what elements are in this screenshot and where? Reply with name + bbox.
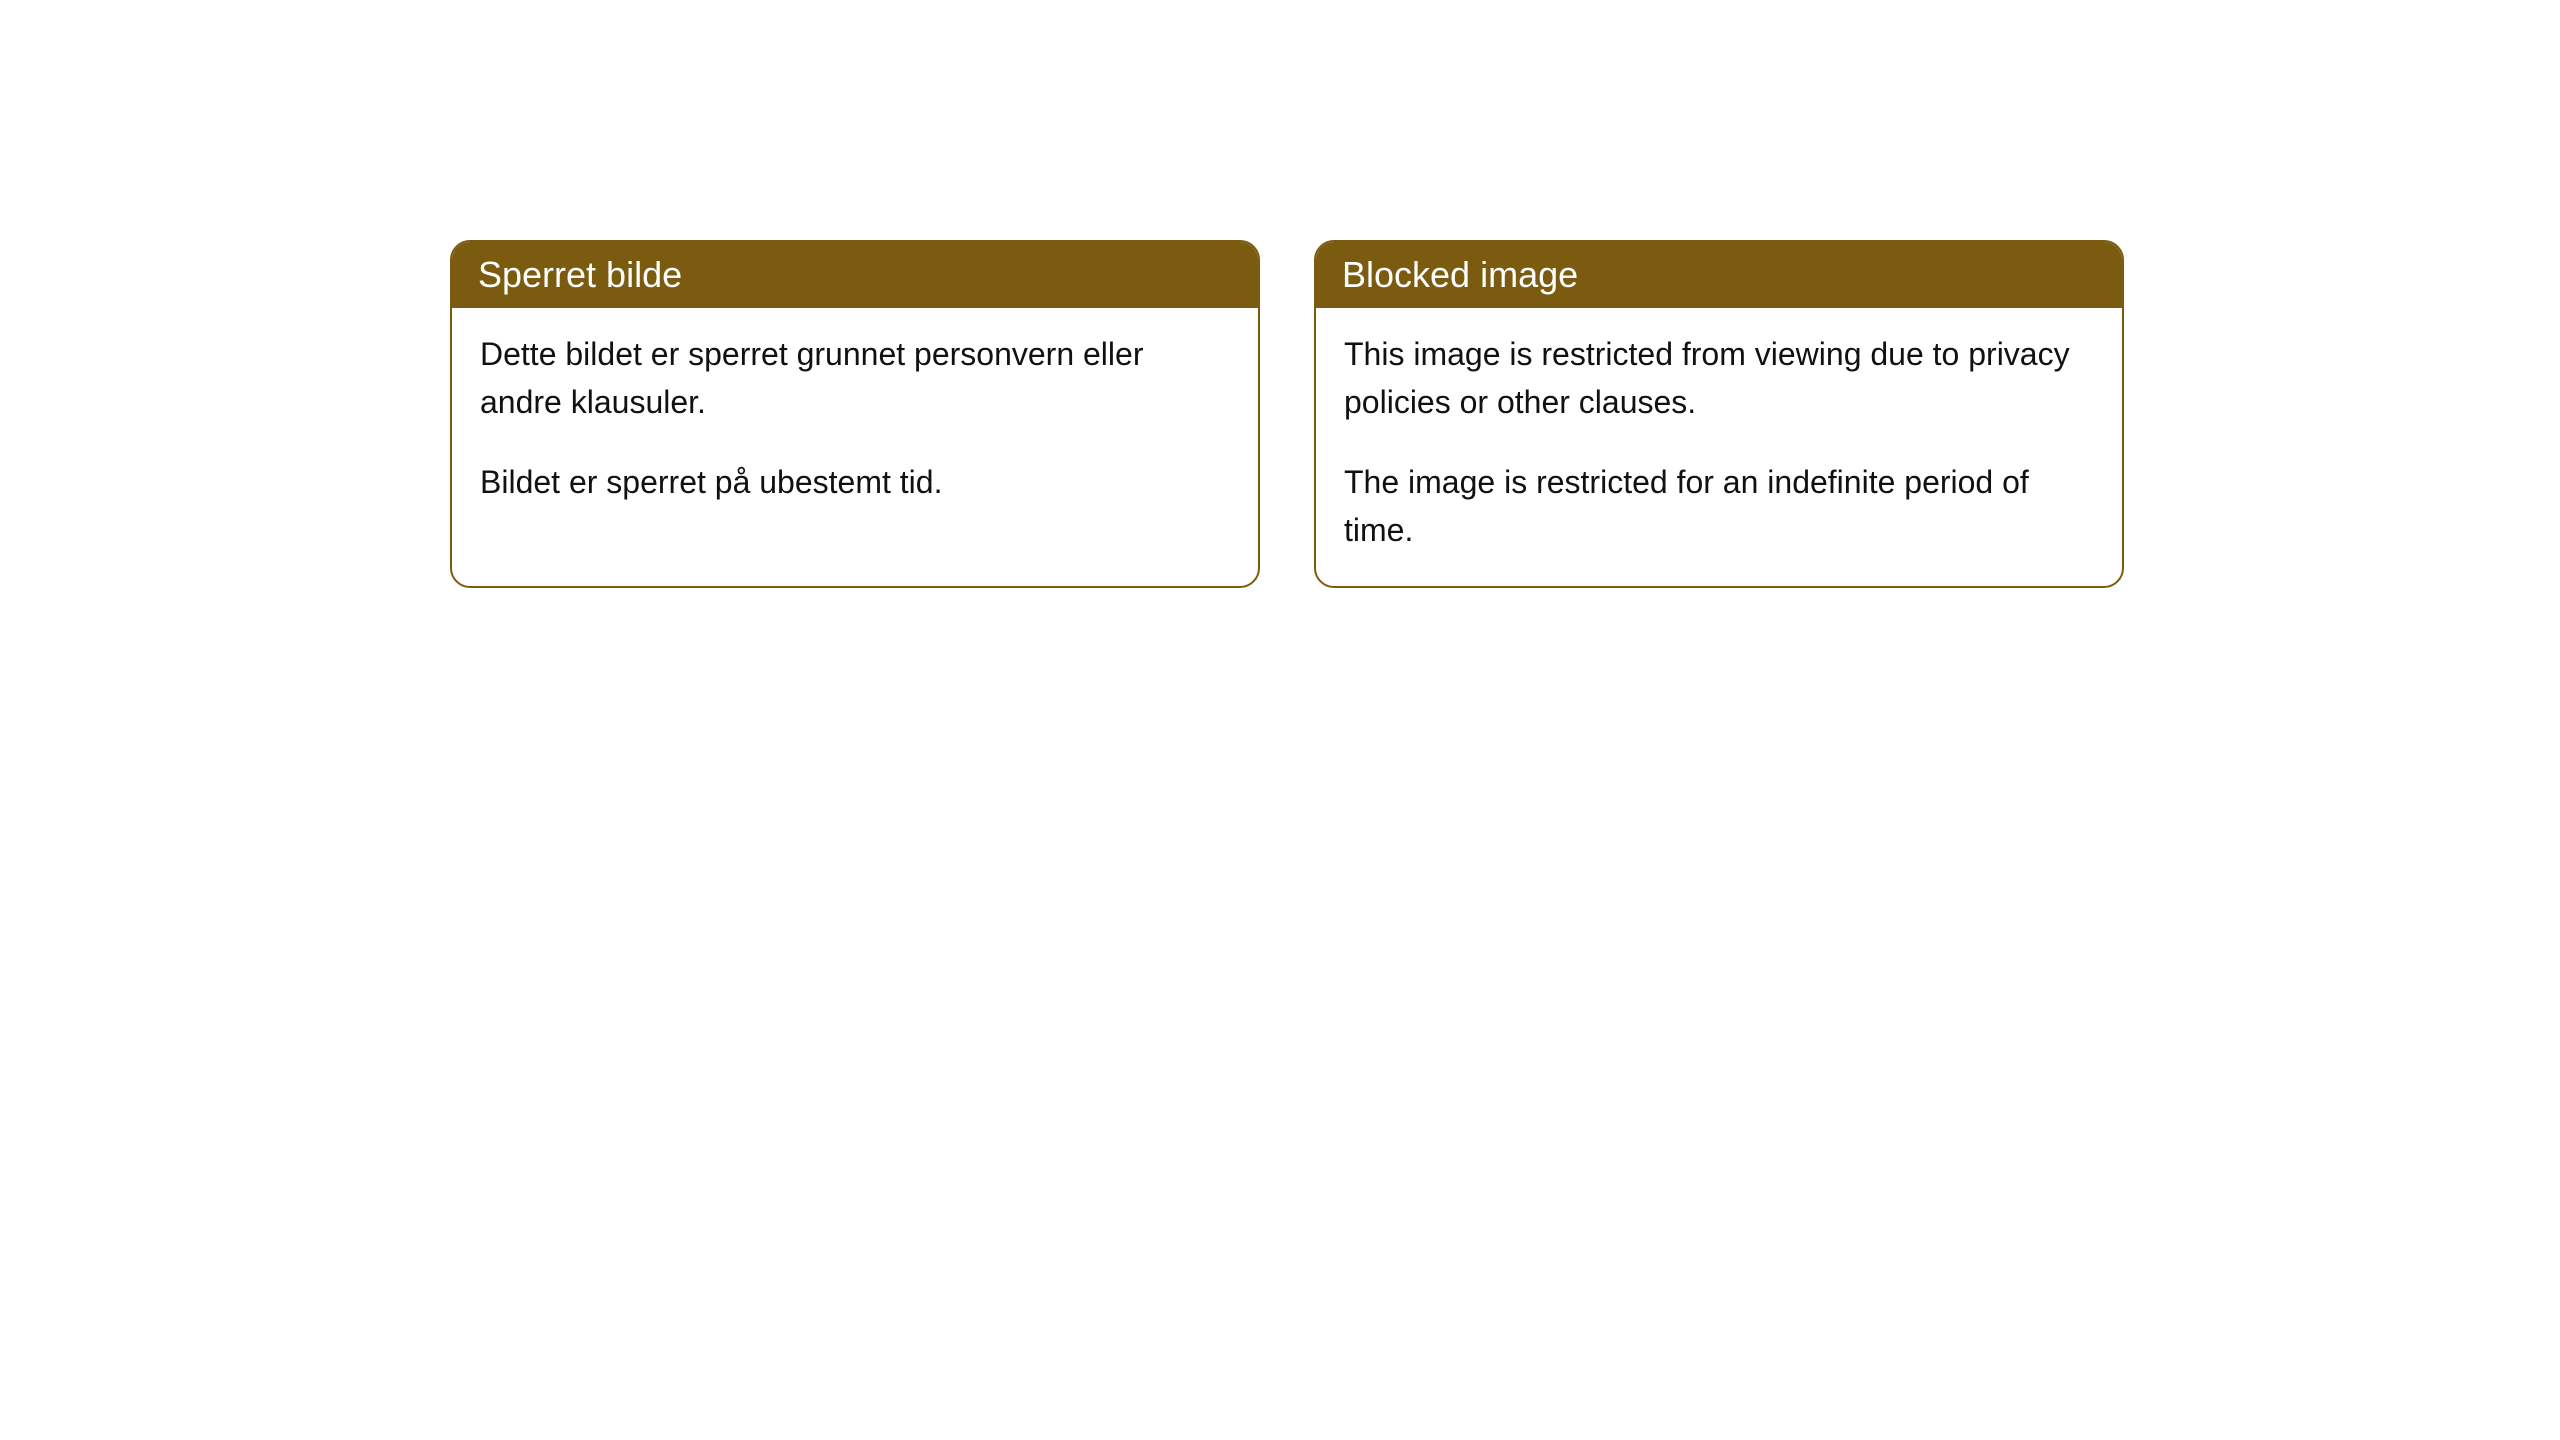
card-title: Sperret bilde [478, 254, 682, 295]
notice-card-norwegian: Sperret bilde Dette bildet er sperret gr… [450, 240, 1260, 588]
card-body: This image is restricted from viewing du… [1316, 308, 2122, 586]
card-paragraph: This image is restricted from viewing du… [1344, 330, 2094, 426]
card-paragraph: Bildet er sperret på ubestemt tid. [480, 458, 1230, 506]
notice-cards-container: Sperret bilde Dette bildet er sperret gr… [450, 240, 2124, 588]
card-title: Blocked image [1342, 254, 1578, 295]
card-paragraph: Dette bildet er sperret grunnet personve… [480, 330, 1230, 426]
card-header: Blocked image [1316, 242, 2122, 308]
card-header: Sperret bilde [452, 242, 1258, 308]
notice-card-english: Blocked image This image is restricted f… [1314, 240, 2124, 588]
card-paragraph: The image is restricted for an indefinit… [1344, 458, 2094, 554]
card-body: Dette bildet er sperret grunnet personve… [452, 308, 1258, 538]
